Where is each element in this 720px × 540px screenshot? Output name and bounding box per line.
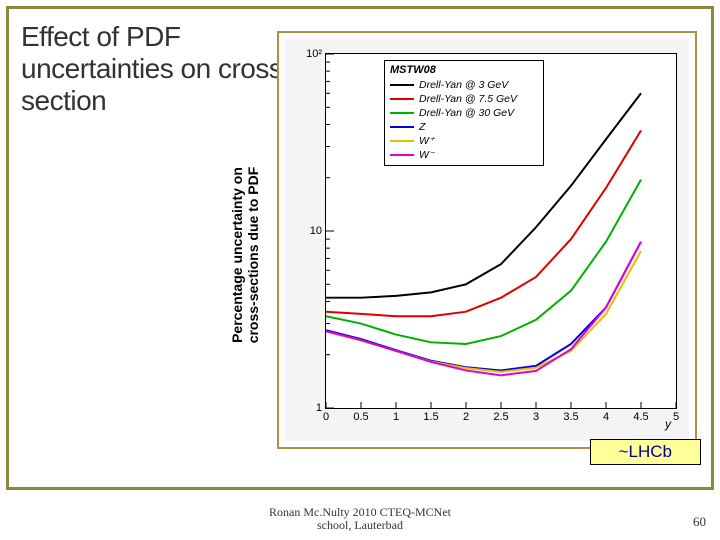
legend-swatch	[390, 84, 414, 86]
x-tick-label: 0	[323, 411, 329, 423]
legend-label: Drell-Yan @ 7.5 GeV	[419, 93, 517, 105]
legend-label: Drell-Yan @ 30 GeV	[419, 107, 514, 119]
chart-container: MSTW08 Drell-Yan @ 3 GeV Drell-Yan @ 7.5 …	[277, 31, 697, 449]
x-tick-label: 4.5	[633, 411, 648, 423]
series-wminus	[326, 242, 641, 376]
legend-swatch	[390, 140, 414, 142]
legend-row: Drell-Yan @ 7.5 GeV	[390, 92, 538, 106]
legend-row: Drell-Yan @ 30 GeV	[390, 106, 538, 120]
chart-inner: MSTW08 Drell-Yan @ 3 GeV Drell-Yan @ 7.5 …	[285, 39, 689, 441]
legend-label: W⁻	[419, 149, 434, 161]
legend-label: Drell-Yan @ 3 GeV	[419, 79, 508, 91]
legend-row: Drell-Yan @ 3 GeV	[390, 78, 538, 92]
slide-title-box: Effect of PDF uncertainties on cross-sec…	[21, 21, 301, 118]
footer-credit: Ronan Mc.Nulty 2010 CTEQ-MCNet school, L…	[0, 506, 720, 532]
footer-line1: Ronan Mc.Nulty 2010 CTEQ-MCNet	[269, 505, 451, 519]
legend-label: Z	[419, 121, 425, 133]
legend-row: W⁺	[390, 134, 538, 148]
legend-swatch	[390, 126, 414, 128]
y-tick-label: 1	[316, 402, 322, 414]
plot-area: MSTW08 Drell-Yan @ 3 GeV Drell-Yan @ 7.5 …	[325, 53, 677, 409]
legend-swatch	[390, 112, 414, 114]
x-tick-label: 1	[393, 411, 399, 423]
x-tick-label: 3.5	[563, 411, 578, 423]
x-tick-label: 4	[603, 411, 609, 423]
x-tick-label: 5	[673, 411, 679, 423]
legend-title: MSTW08	[390, 64, 538, 76]
series-wplus	[326, 251, 641, 372]
slide-title: Effect of PDF uncertainties on cross-sec…	[21, 21, 301, 118]
x-tick-label: 2.5	[493, 411, 508, 423]
ylabel-line1: Percentage uncertainty on	[229, 167, 245, 343]
legend-swatch	[390, 98, 414, 100]
legend-label: W⁺	[419, 135, 434, 147]
slide-frame: Effect of PDF uncertainties on cross-sec…	[6, 6, 714, 490]
series-z	[326, 242, 641, 371]
x-tick-label: 2	[463, 411, 469, 423]
chart-ylabel: Percentage uncertainty on cross-sections…	[229, 115, 261, 395]
y-tick-label: 10²	[306, 48, 322, 60]
chart-xlabel: y	[665, 417, 671, 431]
ylabel-line2: cross-sections due to PDF	[245, 167, 261, 344]
x-tick-label: 1.5	[423, 411, 438, 423]
y-tick-label: 10	[310, 225, 322, 237]
legend-swatch	[390, 154, 414, 156]
x-tick-label: 0.5	[353, 411, 368, 423]
legend-box: MSTW08 Drell-Yan @ 3 GeV Drell-Yan @ 7.5 …	[384, 60, 544, 166]
legend-row: Z	[390, 120, 538, 134]
lhcb-annotation: ~LHCb	[590, 439, 701, 465]
legend-row: W⁻	[390, 148, 538, 162]
page-number: 60	[693, 514, 706, 530]
footer-line2: school, Lauterbad	[317, 518, 403, 532]
x-tick-label: 3	[533, 411, 539, 423]
